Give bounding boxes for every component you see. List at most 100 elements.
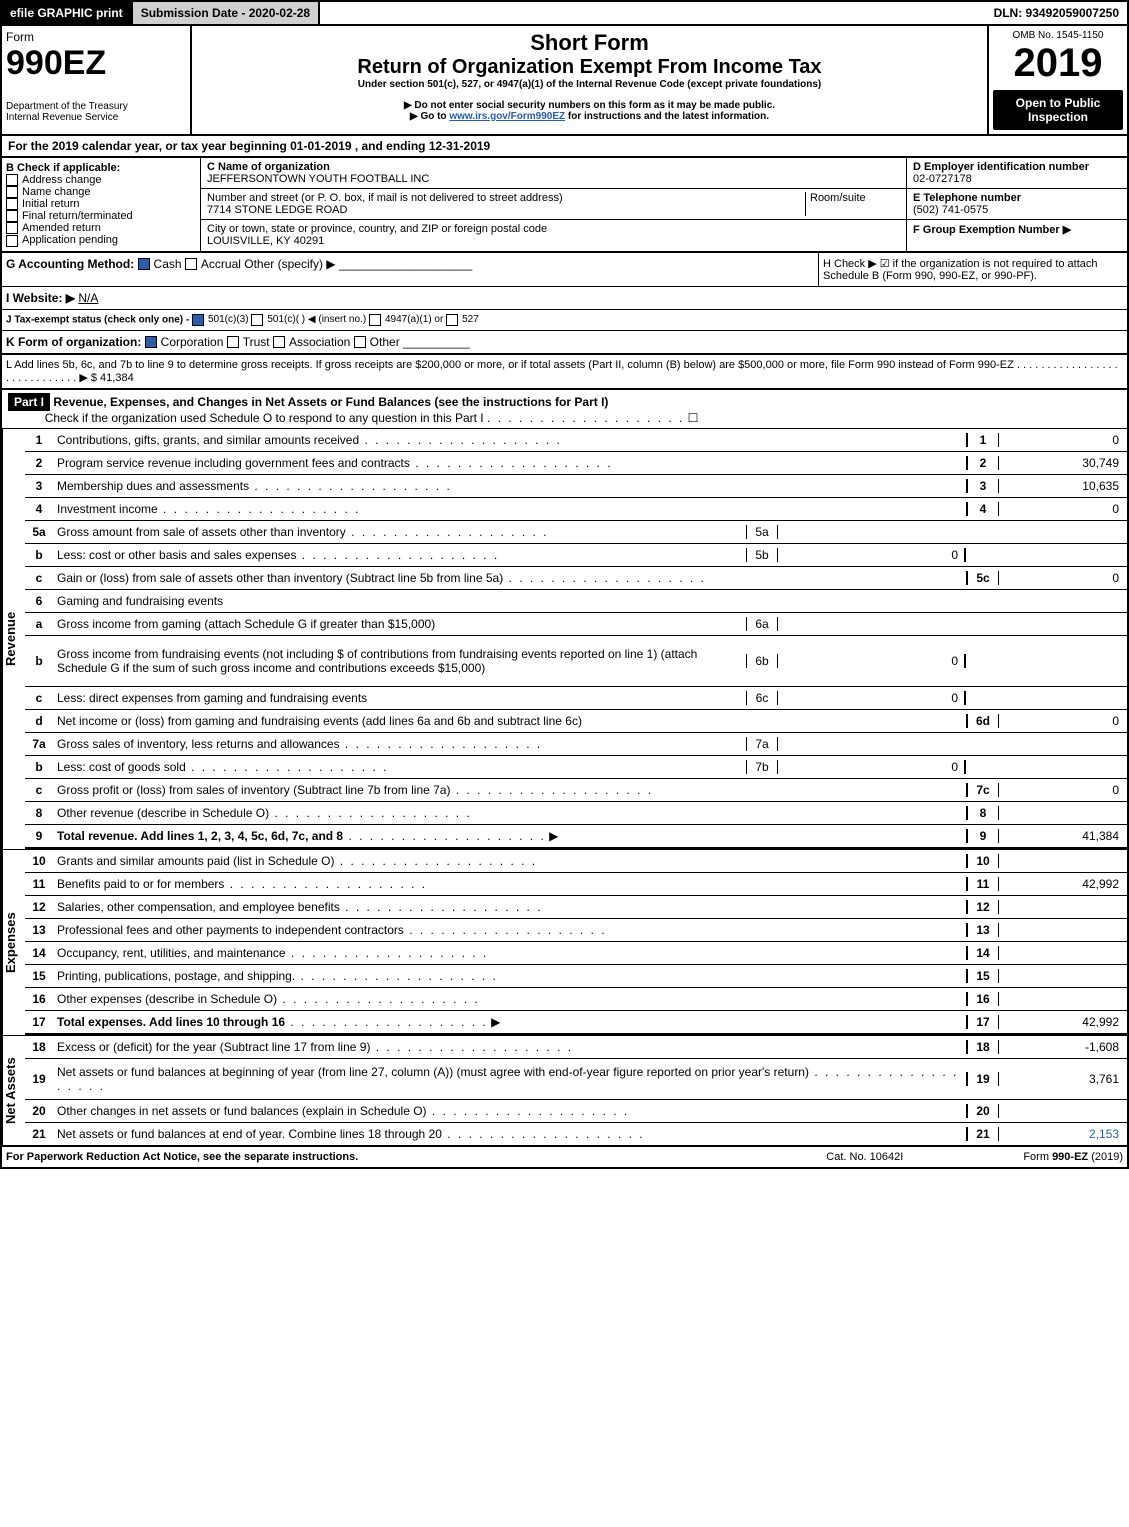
form-header: Form 990EZ Department of the Treasury In…: [0, 26, 1129, 136]
gross-receipts-value: $ 41,384: [91, 372, 134, 384]
line12-desc: Salaries, other compensation, and employ…: [53, 898, 966, 916]
part1-badge: Part I: [8, 393, 50, 411]
line9-val: 41,384: [999, 829, 1127, 843]
l-gross-receipts: L Add lines 5b, 6c, and 7b to line 9 to …: [0, 355, 1129, 390]
chk-accrual[interactable]: Accrual: [185, 257, 241, 271]
topbar: efile GRAPHIC print Submission Date - 20…: [0, 0, 1129, 26]
chk-amended-return[interactable]: Amended return: [6, 222, 196, 234]
line6a-desc: Gross income from gaming (attach Schedul…: [53, 615, 746, 633]
line18-desc: Excess or (deficit) for the year (Subtra…: [53, 1038, 966, 1056]
j-tax-exempt: J Tax-exempt status (check only one) - 5…: [0, 310, 1129, 331]
f-group-label: F Group Exemption Number ▶: [913, 224, 1071, 236]
chk-cash[interactable]: Cash: [138, 257, 182, 271]
dept-treasury: Department of the Treasury: [6, 101, 186, 112]
k-form-org: K Form of organization: Corporation Trus…: [0, 331, 1129, 355]
line20-desc: Other changes in net assets or fund bala…: [53, 1102, 966, 1120]
chk-name-change[interactable]: Name change: [6, 186, 196, 198]
chk-address-change[interactable]: Address change: [6, 174, 196, 186]
part1-header: Part I Revenue, Expenses, and Changes in…: [0, 390, 1129, 429]
warn-goto: ▶ Go to www.irs.gov/Form990EZ for instru…: [196, 111, 983, 122]
chk-501c3[interactable]: 501(c)(3): [192, 314, 249, 325]
website-value: N/A: [78, 291, 98, 305]
chk-4947[interactable]: 4947(a)(1) or: [369, 314, 443, 325]
irs-label: Internal Revenue Service: [6, 112, 186, 123]
line10-desc: Grants and similar amounts paid (list in…: [53, 852, 966, 870]
line9-desc: Total revenue. Add lines 1, 2, 3, 4, 5c,…: [53, 827, 966, 845]
org-name: JEFFERSONTOWN YOUTH FOOTBALL INC: [207, 173, 900, 185]
ein-value: 02-0727178: [913, 173, 972, 185]
revenue-vlabel: Revenue: [2, 429, 25, 849]
line11-val: 42,992: [999, 877, 1127, 891]
line6d-desc: Net income or (loss) from gaming and fun…: [53, 712, 966, 730]
efile-print-button[interactable]: efile GRAPHIC print: [2, 2, 131, 24]
line7b-desc: Less: cost of goods sold: [53, 758, 746, 776]
line7c-val: 0: [999, 783, 1127, 797]
line6b-desc: Gross income from fundraising events (no…: [53, 645, 746, 677]
c-addr-label: Number and street (or P. O. box, if mail…: [207, 192, 805, 204]
room-suite-label: Room/suite: [805, 192, 900, 216]
chk-trust[interactable]: Trust: [227, 335, 270, 349]
line21-desc: Net assets or fund balances at end of ye…: [53, 1125, 966, 1143]
footer-formno: Form 990-EZ (2019): [1023, 1151, 1123, 1163]
chk-final-return[interactable]: Final return/terminated: [6, 210, 196, 222]
line5c-val: 0: [999, 571, 1127, 585]
page-footer: For Paperwork Reduction Act Notice, see …: [0, 1147, 1129, 1169]
line2-desc: Program service revenue including govern…: [53, 454, 966, 472]
chk-initial-return[interactable]: Initial return: [6, 198, 196, 210]
form-number: 990EZ: [6, 44, 186, 83]
chk-527[interactable]: 527: [446, 314, 479, 325]
subtitle: Under section 501(c), 527, or 4947(a)(1)…: [196, 79, 983, 90]
line2-val: 30,749: [999, 456, 1127, 470]
org-city: LOUISVILLE, KY 40291: [207, 235, 900, 247]
line1-desc: Contributions, gifts, grants, and simila…: [53, 431, 966, 449]
warn-ssn: ▶ Do not enter social security numbers o…: [196, 100, 983, 111]
open-public: Open to Public Inspection: [993, 90, 1123, 130]
tax-year: 2019: [993, 41, 1123, 86]
main-title: Return of Organization Exempt From Incom…: [196, 56, 983, 79]
line19-desc: Net assets or fund balances at beginning…: [53, 1063, 966, 1095]
net-assets-section: Net Assets 18Excess or (deficit) for the…: [0, 1036, 1129, 1147]
line4-val: 0: [999, 502, 1127, 516]
part1-heading: Revenue, Expenses, and Changes in Net As…: [53, 395, 608, 409]
line5a-desc: Gross amount from sale of assets other t…: [53, 523, 746, 541]
line7c-desc: Gross profit or (loss) from sales of inv…: [53, 781, 966, 799]
dln: DLN: 93492059007250: [986, 2, 1127, 24]
line5b-val: 0: [778, 548, 966, 562]
line14-desc: Occupancy, rent, utilities, and maintena…: [53, 944, 966, 962]
footer-left: For Paperwork Reduction Act Notice, see …: [6, 1151, 358, 1163]
chk-association[interactable]: Association: [273, 335, 350, 349]
footer-catno: Cat. No. 10642I: [826, 1151, 903, 1163]
submission-date: Submission Date - 2020-02-28: [131, 2, 320, 24]
line3-val: 10,635: [999, 479, 1127, 493]
line16-desc: Other expenses (describe in Schedule O): [53, 990, 966, 1008]
netassets-vlabel: Net Assets: [2, 1036, 25, 1145]
e-phone-label: E Telephone number: [913, 192, 1021, 204]
line3-desc: Membership dues and assessments: [53, 477, 966, 495]
g-label: G Accounting Method:: [6, 257, 134, 271]
chk-other-org[interactable]: Other: [354, 335, 400, 349]
line4-desc: Investment income: [53, 500, 966, 518]
line7a-desc: Gross sales of inventory, less returns a…: [53, 735, 746, 753]
irs-link[interactable]: www.irs.gov/Form990EZ: [449, 111, 565, 122]
line6-desc: Gaming and fundraising events: [53, 592, 966, 610]
org-street: 7714 STONE LEDGE ROAD: [207, 204, 805, 216]
h-schedule-b: H Check ▶ ☑ if the organization is not r…: [818, 253, 1127, 286]
d-ein-label: D Employer identification number: [913, 161, 1089, 173]
line1-val: 0: [999, 433, 1127, 447]
line11-desc: Benefits paid to or for members: [53, 875, 966, 893]
g-other: Other (specify) ▶: [244, 257, 335, 271]
line6c-desc: Less: direct expenses from gaming and fu…: [53, 689, 746, 707]
line8-desc: Other revenue (describe in Schedule O): [53, 804, 966, 822]
line13-desc: Professional fees and other payments to …: [53, 921, 966, 939]
line6c-val: 0: [778, 691, 966, 705]
short-form-title: Short Form: [196, 30, 983, 56]
expenses-vlabel: Expenses: [2, 850, 25, 1035]
chk-501c[interactable]: 501(c)( ) ◀ (insert no.): [251, 314, 366, 325]
chk-application-pending[interactable]: Application pending: [6, 234, 196, 246]
i-label: I Website: ▶: [6, 291, 75, 305]
line-a-tax-year: For the 2019 calendar year, or tax year …: [0, 136, 1129, 158]
line5b-desc: Less: cost or other basis and sales expe…: [53, 546, 746, 564]
line5c-desc: Gain or (loss) from sale of assets other…: [53, 569, 966, 587]
chk-corporation[interactable]: Corporation: [145, 335, 224, 349]
revenue-section: Revenue 1Contributions, gifts, grants, a…: [0, 429, 1129, 850]
